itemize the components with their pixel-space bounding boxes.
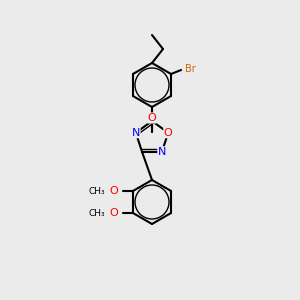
Text: CH₃: CH₃ [88, 208, 105, 217]
Text: O: O [109, 186, 118, 196]
Text: O: O [164, 128, 172, 138]
Text: N: N [158, 147, 166, 157]
Text: O: O [148, 113, 156, 123]
Text: O: O [109, 208, 118, 218]
Text: CH₃: CH₃ [88, 187, 105, 196]
Text: N: N [132, 128, 140, 138]
Text: Br: Br [185, 64, 195, 74]
